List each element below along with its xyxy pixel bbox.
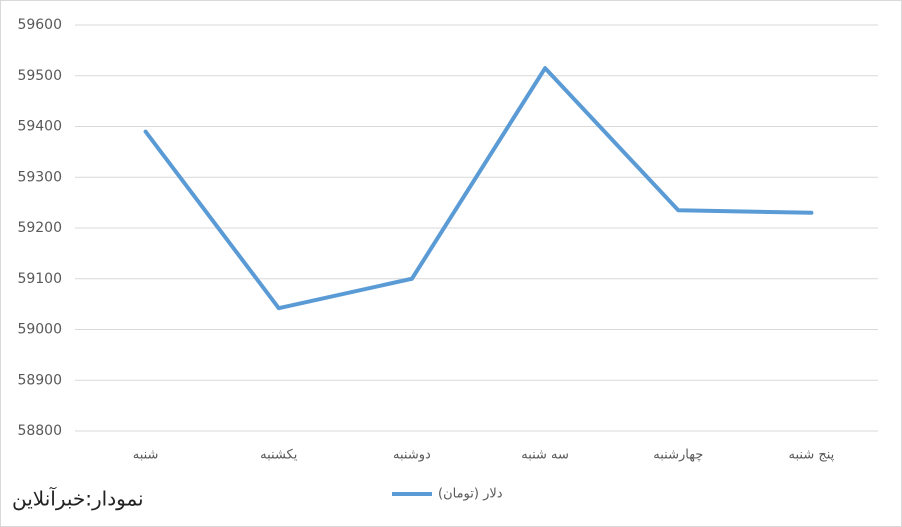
x-tick-label: یکشنبه: [260, 448, 298, 463]
x-tick-label: شنبه: [133, 448, 159, 463]
y-tick-label: 59400: [17, 119, 62, 135]
x-tick-label: چهارشنبه: [653, 448, 703, 463]
x-tick-label: سه شنبه: [521, 448, 569, 463]
y-tick-label: 59300: [17, 169, 62, 185]
x-tick-label: پنج شنبه: [789, 448, 835, 463]
y-tick-label: 59600: [17, 17, 62, 33]
y-tick-label: 59100: [17, 271, 62, 287]
data-line: [143, 66, 814, 311]
y-tick-label: 59200: [17, 220, 62, 236]
annotation: نمودار:خبرآنلاین: [12, 486, 144, 511]
y-tick-label: 58800: [17, 423, 62, 439]
y-tick-label: 58900: [17, 372, 62, 388]
legend-label: دلار (تومان): [438, 487, 503, 502]
y-tick-label: 59000: [17, 322, 62, 338]
y-tick-label: 59500: [17, 68, 62, 84]
x-tick-label: دوشنبه: [393, 448, 431, 463]
